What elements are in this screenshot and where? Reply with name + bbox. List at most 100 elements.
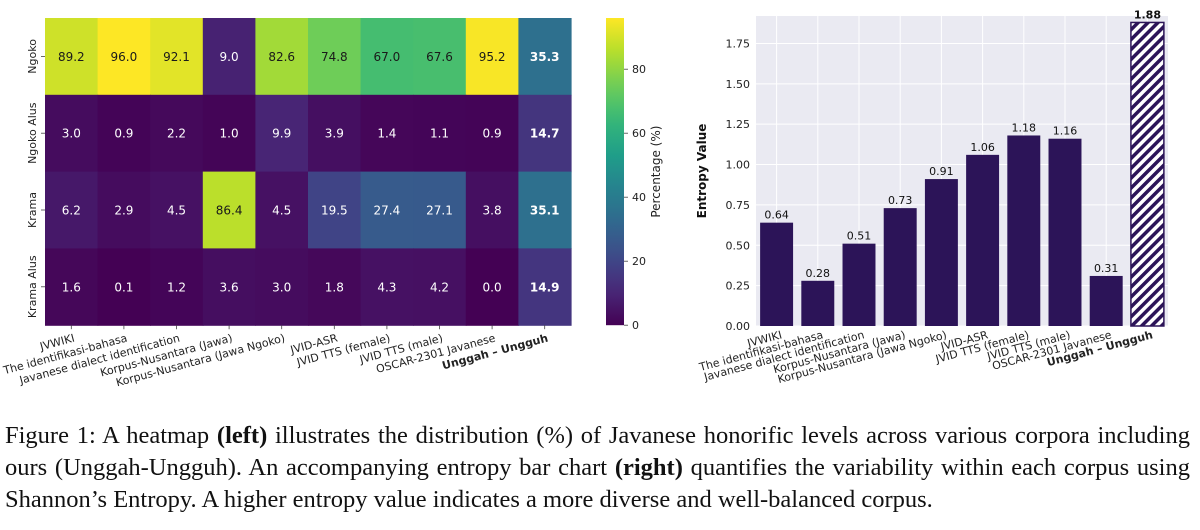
colorbar-label: Percentage (%) <box>649 126 663 218</box>
heatmap-cell <box>150 18 204 96</box>
heatmap-cell <box>255 248 309 326</box>
heatmap-cell-label: 89.2 <box>58 50 85 64</box>
heatmap-cell-label: 35.1 <box>530 204 560 218</box>
colorbar-tick-label: 40 <box>632 191 646 204</box>
heatmap-cell-label: 1.0 <box>220 127 239 141</box>
heatmap-row-label: Ngoko Alus <box>26 102 39 164</box>
heatmap-cell <box>360 171 414 249</box>
heatmap-cell-label: 27.1 <box>426 204 453 218</box>
heatmap-cell-label: 74.8 <box>321 50 348 64</box>
heatmap-cell-label: 67.6 <box>426 50 453 64</box>
heatmap-cell-label: 14.7 <box>530 127 560 141</box>
heatmap-cell <box>202 94 256 173</box>
heatmap-cell <box>465 94 519 173</box>
heatmap-cell-label: 1.2 <box>167 280 186 294</box>
heatmap-cell <box>255 171 309 249</box>
heatmap-cell <box>45 94 99 173</box>
entropy-bar <box>1130 21 1165 327</box>
entropy-bar-value-label: 1.16 <box>1053 125 1078 138</box>
bar-ytick-label: 1.25 <box>726 118 751 131</box>
entropy-bar-value-label: 0.31 <box>1094 262 1119 275</box>
heatmap-colorbar: 0 20 40 60 80 Percentage (%) <box>606 18 663 332</box>
entropy-bar-value-label: 0.28 <box>806 267 831 280</box>
caption-tail: quantifies the variability within each c… <box>5 454 1190 513</box>
colorbar-tick-label: 0 <box>632 319 639 332</box>
bar-ytick-label: 1.00 <box>726 159 751 172</box>
bar-ylabel: Entropy Value <box>695 124 709 219</box>
heatmap-cell-label: 2.9 <box>114 204 133 218</box>
heatmap-cell <box>97 18 151 96</box>
heatmap-cell-label: 1.1 <box>430 127 449 141</box>
heatmap-cell <box>202 171 256 249</box>
heatmap-cell <box>150 171 204 249</box>
heatmap-cell <box>202 248 256 326</box>
bar-ytick-label: 0.75 <box>726 199 751 212</box>
heatmap-cell-label: 0.0 <box>483 280 502 294</box>
heatmap-cell <box>45 171 99 249</box>
heatmap-cell-label: 4.5 <box>272 204 291 218</box>
entropy-bar <box>760 222 794 326</box>
heatmap-row-label: Krama <box>26 192 39 228</box>
heatmap-cell-label: 9.0 <box>220 50 239 64</box>
heatmap-cell-label: 1.4 <box>377 127 396 141</box>
entropy-bar-value-label: 0.73 <box>888 194 913 207</box>
heatmap-cell <box>308 171 362 249</box>
caption-left: (left) <box>216 422 268 449</box>
heatmap-cell <box>45 248 99 326</box>
heatmap-cell <box>255 94 309 173</box>
heatmap-cell <box>413 18 467 96</box>
heatmap-cell <box>308 248 362 326</box>
caption-lead: Figure 1: A heatmap <box>5 422 217 449</box>
heatmap-cell <box>413 248 467 326</box>
heatmap-cell-label: 82.6 <box>268 50 295 64</box>
heatmap-cell <box>465 248 519 326</box>
heatmap-cell <box>518 18 572 96</box>
heatmap-cell <box>518 94 572 173</box>
bar-ytick-label: 1.50 <box>726 78 751 91</box>
heatmap-cell <box>97 248 151 326</box>
heatmap-cell <box>45 18 99 96</box>
bar-ytick-label: 1.75 <box>726 37 751 50</box>
bar-ytick-label: 0.50 <box>726 239 751 252</box>
caption-right: (right) <box>614 454 683 481</box>
bar-plot-area <box>756 16 1168 326</box>
figure: 89.2 96.0 92.1 9.0 82.6 74.8 67.0 67.6 95.2 35.3 3… <box>1 8 1168 389</box>
entropy-bar <box>1007 135 1041 326</box>
figure-caption: Figure 1: A heatmap (left) illustrates t… <box>5 420 1190 516</box>
entropy-bar-value-label: 0.51 <box>847 230 872 243</box>
heatmap-cell-label: 92.1 <box>163 50 190 64</box>
heatmap-row-label: Krama Alus <box>26 255 39 318</box>
entropy-bar <box>842 243 876 326</box>
heatmap-chart: 89.2 96.0 92.1 9.0 82.6 74.8 67.0 67.6 95.2 35.3 3… <box>1 18 572 389</box>
heatmap-cell-label: 14.9 <box>530 280 560 294</box>
entropy-bar-value-label: 0.91 <box>929 165 954 178</box>
heatmap-cell-label: 0.9 <box>114 127 133 141</box>
colorbar-gradient <box>606 18 624 326</box>
heatmap-cell-label: 3.0 <box>272 280 291 294</box>
heatmap-cell-label: 0.1 <box>114 280 133 294</box>
heatmap-cell <box>255 18 309 96</box>
entropy-bar <box>1048 138 1082 326</box>
heatmap-cell <box>150 248 204 326</box>
heatmap-cell-label: 2.2 <box>167 127 186 141</box>
entropy-bar-value-label: 1.88 <box>1134 8 1161 21</box>
heatmap-cell-label: 27.4 <box>374 204 401 218</box>
colorbar-tick-label: 80 <box>632 63 646 76</box>
heatmap-cell-label: 4.2 <box>430 280 449 294</box>
heatmap-row-label: Ngoko <box>26 39 39 74</box>
entropy-bar <box>966 154 1000 326</box>
heatmap-cell-label: 9.9 <box>272 127 291 141</box>
heatmap-cell-label: 96.0 <box>111 50 138 64</box>
heatmap-cell-label: 19.5 <box>321 204 348 218</box>
heatmap-cell <box>360 18 414 96</box>
entropy-bar <box>924 179 958 326</box>
caption-mid: illustrates the distribution (%) of Java… <box>5 422 1190 481</box>
heatmap-cell-label: 67.0 <box>374 50 401 64</box>
heatmap-cell <box>413 94 467 173</box>
entropy-bar-value-label: 0.64 <box>764 209 789 222</box>
heatmap-cell-label: 6.2 <box>62 204 81 218</box>
heatmap-cell-label: 35.3 <box>530 50 560 64</box>
heatmap-cell <box>308 18 362 96</box>
heatmap-cell <box>97 94 151 173</box>
heatmap-cell-label: 3.0 <box>62 127 81 141</box>
